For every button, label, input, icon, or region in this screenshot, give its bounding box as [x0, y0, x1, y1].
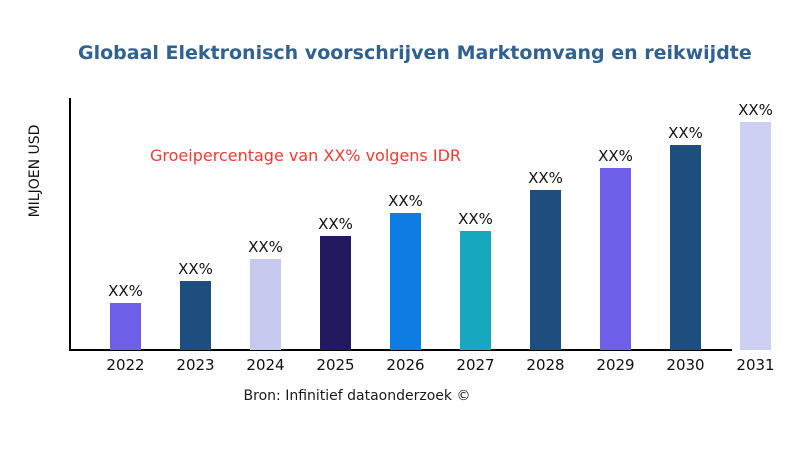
- bar-2030: [670, 145, 701, 350]
- x-tick-label: 2026: [386, 356, 425, 374]
- x-tick-label: 2030: [666, 356, 705, 374]
- bar-2022: [110, 303, 141, 350]
- x-tick-label: 2024: [246, 356, 285, 374]
- bar-value-label: XX%: [458, 210, 493, 228]
- x-tick-label: 2022: [106, 356, 145, 374]
- source-caption: Bron: Infinitief dataonderzoek ©: [243, 388, 471, 404]
- x-tick-label: 2025: [316, 356, 355, 374]
- bar-value-label: XX%: [248, 238, 283, 256]
- bar-2024: [250, 259, 281, 350]
- chart-title: Globaal Elektronisch voorschrijven Markt…: [78, 42, 752, 64]
- bar-value-label: XX%: [178, 260, 213, 278]
- bar-value-label: XX%: [108, 282, 143, 300]
- x-tick-label: 2023: [176, 356, 215, 374]
- x-tick-label: 2027: [456, 356, 495, 374]
- bar-2029: [600, 168, 631, 350]
- y-axis-label: MILJOEN USD: [27, 124, 43, 218]
- bar-2028: [530, 190, 561, 350]
- bar-2031: [740, 122, 771, 350]
- bar-value-label: XX%: [598, 147, 633, 165]
- bar-value-label: XX%: [738, 101, 773, 119]
- bar-value-label: XX%: [668, 124, 703, 142]
- bar-value-label: XX%: [388, 192, 423, 210]
- bar-2026: [390, 213, 421, 350]
- x-tick-label: 2028: [526, 356, 565, 374]
- x-axis-line: [69, 349, 732, 351]
- bar-value-label: XX%: [528, 169, 563, 187]
- y-axis-line: [69, 98, 71, 351]
- bar-value-label: XX%: [318, 215, 353, 233]
- growth-rate-annotation: Groeipercentage van XX% volgens IDR: [150, 146, 462, 165]
- x-tick-label: 2029: [596, 356, 635, 374]
- bar-2027: [460, 231, 491, 350]
- x-tick-label: 2031: [736, 356, 775, 374]
- bar-2023: [180, 281, 211, 350]
- bar-2025: [320, 236, 351, 350]
